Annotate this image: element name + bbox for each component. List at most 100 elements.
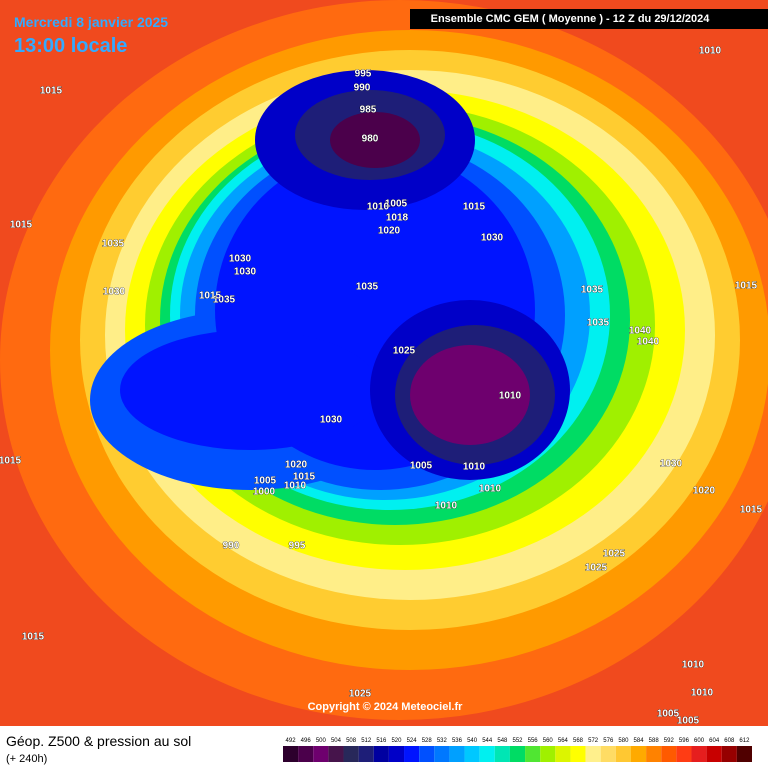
color-swatch xyxy=(570,746,586,762)
isobar-label: 995 xyxy=(355,69,372,80)
color-swatch xyxy=(464,746,480,762)
isobar-label: 1035 xyxy=(587,318,610,329)
color-swatch xyxy=(676,746,692,762)
color-label: 548 xyxy=(497,738,508,744)
isobar-label: 1015 xyxy=(40,86,63,97)
isobar-label: 1020 xyxy=(378,226,401,237)
color-label: 584 xyxy=(634,738,645,744)
isobar-label: 1005 xyxy=(254,476,277,487)
isobar-label: 1040 xyxy=(637,337,660,348)
isobar-label: 1020 xyxy=(285,460,308,471)
color-swatch xyxy=(721,746,737,762)
isobar-label: 1030 xyxy=(234,267,257,278)
color-swatch xyxy=(373,746,389,762)
isobar-label: 1025 xyxy=(585,563,608,574)
isobar-label: 1010 xyxy=(699,46,722,57)
isobar-label: 1015 xyxy=(22,632,45,643)
isobar-label: 1010 xyxy=(463,462,486,473)
color-swatch xyxy=(358,746,374,762)
map-field xyxy=(0,0,768,726)
model-bar xyxy=(410,9,768,29)
color-swatch xyxy=(646,746,662,762)
color-label: 520 xyxy=(391,738,402,744)
color-label: 536 xyxy=(452,738,463,744)
color-label: 516 xyxy=(376,738,387,744)
color-label: 508 xyxy=(346,738,357,744)
color-label: 596 xyxy=(679,738,690,744)
color-label: 572 xyxy=(588,738,599,744)
isobar-label: 1030 xyxy=(229,254,252,265)
color-swatch xyxy=(404,746,420,762)
isobar-label: 1015 xyxy=(10,220,33,231)
color-label: 492 xyxy=(286,738,297,744)
color-swatch xyxy=(736,746,752,762)
isobar-label: 995 xyxy=(289,541,306,552)
isobar-label: 1005 xyxy=(410,461,433,472)
color-swatch xyxy=(585,746,601,762)
color-label: 560 xyxy=(543,738,554,744)
color-swatch xyxy=(298,746,314,762)
isobar-label: 1015 xyxy=(0,456,22,467)
isobar-label: 1010 xyxy=(435,501,458,512)
color-label: 564 xyxy=(558,738,569,744)
color-label: 540 xyxy=(467,738,478,744)
color-swatch xyxy=(691,746,707,762)
isobar-label: 1020 xyxy=(693,486,716,497)
lead-time: (+ 240h) xyxy=(6,753,47,765)
isobar-label: 1035 xyxy=(102,239,125,250)
color-label: 500 xyxy=(316,738,327,744)
isobar-label: 1035 xyxy=(581,285,604,296)
copyright: Copyright © 2024 Meteociel.fr xyxy=(308,701,464,713)
local-time: 13:00 locale xyxy=(14,35,127,57)
isobar-label: 1005 xyxy=(385,199,408,210)
color-label: 612 xyxy=(739,738,750,744)
isobar-label: 1030 xyxy=(103,287,126,298)
color-swatch xyxy=(313,746,329,762)
isobar-label: 1000 xyxy=(253,487,276,498)
color-swatch xyxy=(479,746,495,762)
isobar-label: 1025 xyxy=(393,346,416,357)
color-label: 528 xyxy=(422,738,433,744)
isobar-label: 1005 xyxy=(657,709,680,720)
color-swatch xyxy=(328,746,344,762)
color-label: 592 xyxy=(664,738,675,744)
isobar-label: 1010 xyxy=(367,202,390,213)
color-label: 556 xyxy=(528,738,539,744)
color-label: 532 xyxy=(437,738,448,744)
isobar-label: 1015 xyxy=(740,505,763,516)
color-label: 604 xyxy=(709,738,720,744)
color-label: 600 xyxy=(694,738,705,744)
color-swatch xyxy=(540,746,556,762)
color-label: 504 xyxy=(331,738,342,744)
isobar-label: 990 xyxy=(354,83,371,94)
color-swatch xyxy=(283,746,299,762)
color-swatch xyxy=(555,746,571,762)
date: Mercredi 8 janvier 2025 xyxy=(14,14,168,30)
isobar-label: 1015 xyxy=(463,202,486,213)
isobar-label: 1010 xyxy=(682,660,705,671)
color-label: 608 xyxy=(724,738,735,744)
color-label: 568 xyxy=(573,738,584,744)
color-swatch xyxy=(388,746,405,762)
color-label: 496 xyxy=(301,738,312,744)
color-swatch xyxy=(509,746,526,762)
isobar-label: 1015 xyxy=(735,281,758,292)
isobar-label: 1030 xyxy=(481,233,504,244)
color-swatch xyxy=(434,746,450,762)
model-info: Ensemble CMC GEM ( Moyenne ) - 12 Z du 2… xyxy=(431,13,711,25)
color-label: 580 xyxy=(618,738,629,744)
isobar-label: 1035 xyxy=(213,295,236,306)
isobar-labels: 9959909859801010101510151035103010301030… xyxy=(0,45,763,727)
color-label: 512 xyxy=(361,738,372,744)
color-swatch xyxy=(419,746,435,762)
isobar-label: 1010 xyxy=(284,481,307,492)
isobar-label: 1010 xyxy=(499,391,522,402)
color-label: 576 xyxy=(603,738,614,744)
isobar-label: 980 xyxy=(362,134,379,145)
isobar-label: 1018 xyxy=(386,213,409,224)
isobar-label: 1010 xyxy=(479,484,502,495)
isobar-label: 1015 xyxy=(199,291,222,302)
color-label: 552 xyxy=(512,738,523,744)
color-swatch xyxy=(600,746,616,762)
